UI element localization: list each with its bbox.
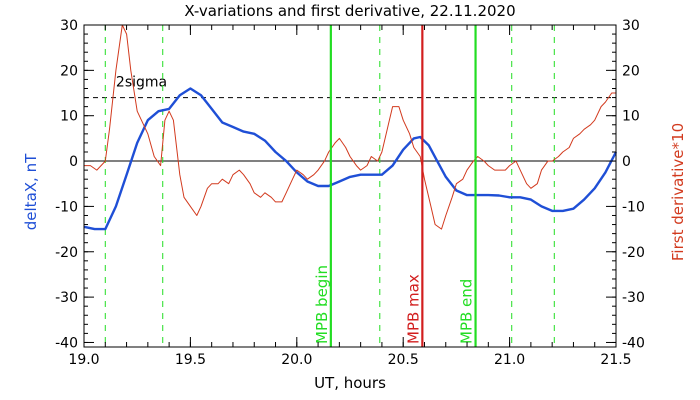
y-tick-label-left: -40 bbox=[55, 335, 78, 351]
reference-line-layer: 2sigma bbox=[84, 25, 616, 347]
x-tick-label: 19.0 bbox=[68, 352, 99, 368]
y-tick-label-right: -40 bbox=[622, 335, 645, 351]
y-tick-label-right: -30 bbox=[622, 290, 645, 306]
y-axis-label-right: First derivative*10 bbox=[669, 123, 687, 261]
y-tick-label-right: 20 bbox=[622, 63, 640, 79]
deltax-series-line bbox=[83, 87, 618, 231]
x-tick-label: 20.0 bbox=[281, 352, 312, 368]
derivative-series-line bbox=[84, 24, 616, 230]
y-tick-label-left: 30 bbox=[60, 18, 78, 34]
mpb-marker-label: MPB max bbox=[404, 274, 422, 344]
x-tick-label: 19.5 bbox=[175, 352, 206, 368]
y-tick-label-left: 0 bbox=[69, 154, 78, 170]
marker-layer: MPB begin MPB max MPB end bbox=[313, 25, 477, 347]
y-tick-label-right: -20 bbox=[622, 245, 645, 261]
sigma-label: 2sigma bbox=[116, 75, 167, 91]
series-layer bbox=[83, 24, 618, 231]
y-tick-label-left: -10 bbox=[55, 199, 78, 215]
y-tick-label-left: 20 bbox=[60, 63, 78, 79]
chart-title: X-variations and first derivative, 22.11… bbox=[184, 2, 515, 20]
x-axis-label: UT, hours bbox=[314, 374, 386, 392]
x-tick-label: 21.0 bbox=[494, 352, 525, 368]
y-tick-label-left: -20 bbox=[55, 245, 78, 261]
y-tick-label-left: -30 bbox=[55, 290, 78, 306]
mpb-marker-label: MPB begin bbox=[313, 265, 331, 344]
y-tick-label-left: 10 bbox=[60, 109, 78, 125]
axes-layer: 19.0 19.5 20.0 20.5 21.0 21.5 30 30 20 20 10 10 0 0 -1… bbox=[55, 18, 645, 368]
plot-frame bbox=[83, 24, 617, 348]
mpb-marker-label: MPB end bbox=[458, 279, 476, 344]
x-tick-label: 20.5 bbox=[388, 352, 419, 368]
y-tick-label-right: -10 bbox=[622, 199, 645, 215]
y-tick-label-right: 30 bbox=[622, 18, 640, 34]
y-tick-label-right: 0 bbox=[622, 154, 631, 170]
x-tick-label: 21.5 bbox=[600, 352, 631, 368]
y-tick-label-right: 10 bbox=[622, 109, 640, 125]
y-axis-label-left: deltaX, nT bbox=[22, 153, 40, 230]
